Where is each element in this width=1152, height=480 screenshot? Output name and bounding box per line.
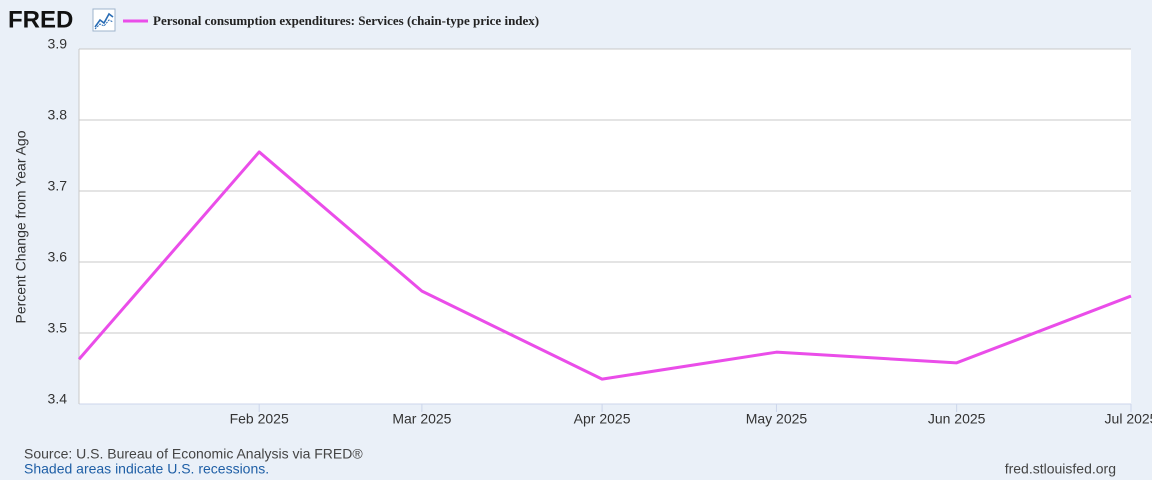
y-tick-label: 3.8 [48,107,68,123]
x-tick-label: Feb 2025 [230,411,289,427]
site-url[interactable]: fred.stlouisfed.org [1005,461,1116,477]
plot-area [79,49,1131,404]
y-tick-label: 3.7 [48,178,68,194]
y-tick-label: 3.5 [48,320,68,336]
y-tick-label: 3.4 [48,391,68,407]
x-tick-label: Jun 2025 [928,411,986,427]
x-tick-label: Apr 2025 [574,411,631,427]
source-note: Source: U.S. Bureau of Economic Analysis… [24,446,363,462]
logo-icon [92,8,116,32]
recession-note[interactable]: Shaded areas indicate U.S. recessions. [24,461,269,477]
legend-label: Personal consumption expenditures: Servi… [153,13,539,28]
y-tick-label: 3.6 [48,249,68,265]
series-line [77,150,1132,381]
x-tick-label: Mar 2025 [392,411,451,427]
y-axis-title: Percent Change from Year Ago [13,130,29,323]
x-tick-label: Jul 2025 [1105,411,1152,427]
y-tick-label: 3.9 [48,36,68,52]
x-tick-label: May 2025 [746,411,808,427]
logo: FRED [8,6,73,33]
